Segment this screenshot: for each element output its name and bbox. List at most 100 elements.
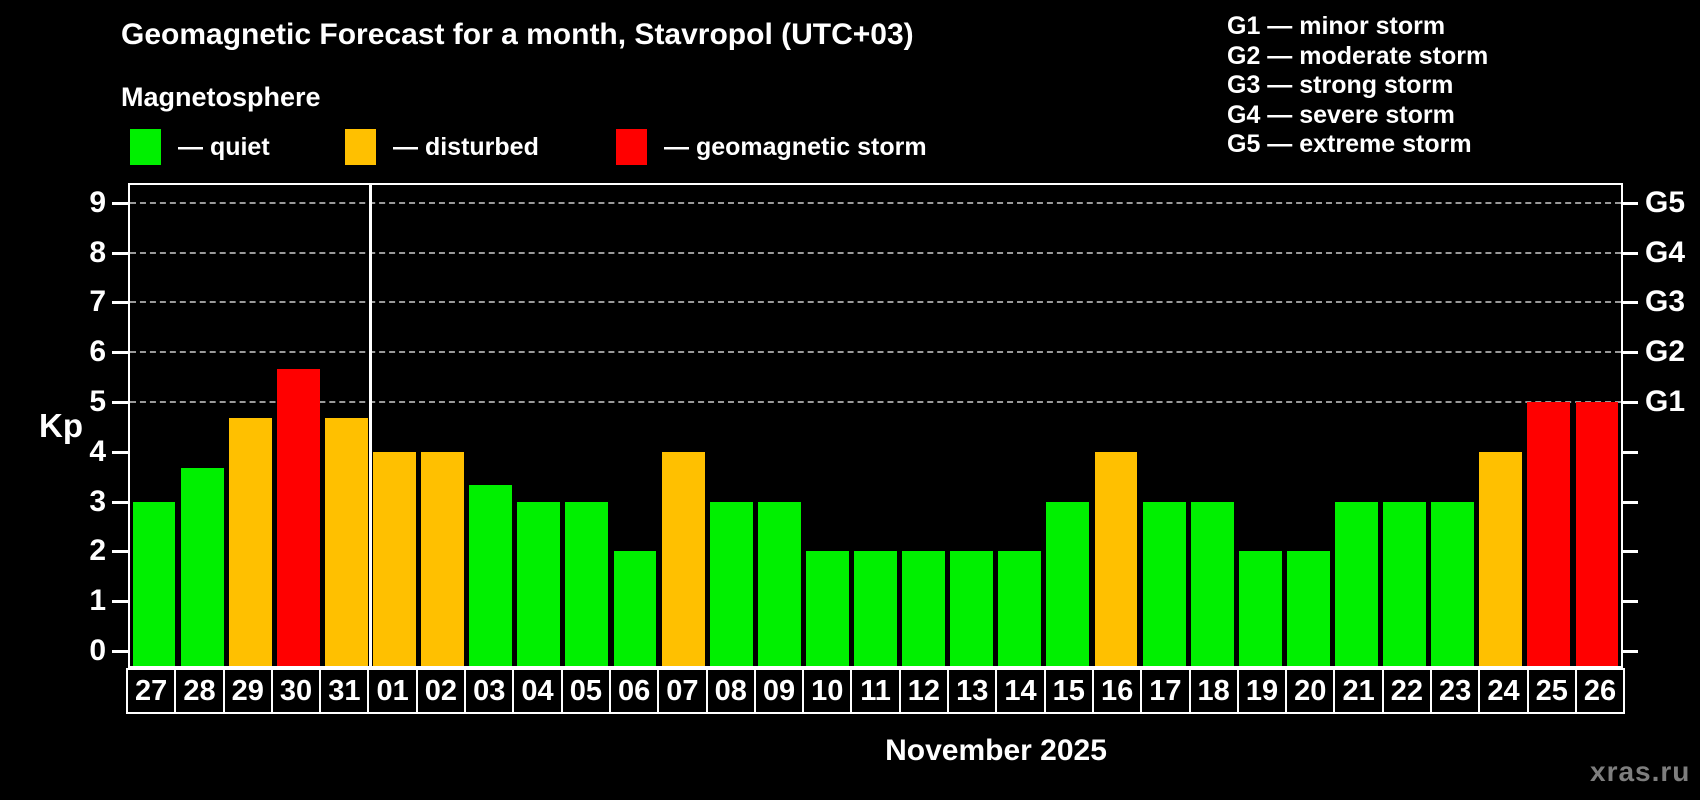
day-label: 18 [1191, 670, 1239, 712]
g-scale-legend-line: G1 — minor storm [1227, 12, 1446, 40]
day-label: 13 [949, 670, 998, 712]
y-axis-tick-left [112, 201, 128, 205]
day-label: 14 [997, 670, 1046, 712]
day-label: 06 [611, 670, 660, 712]
gridline-kp-5 [130, 401, 1621, 403]
kp-bar-day-10 [805, 551, 849, 666]
plot-area [128, 183, 1623, 668]
kp-bar-day-13 [950, 551, 994, 666]
kp-bar-day-28 [180, 468, 224, 666]
y-axis-tick-right [1622, 401, 1638, 404]
y-axis-tick-left [112, 251, 128, 255]
g-scale-axis-label-g2: G2 [1645, 335, 1686, 369]
x-axis-day-labels: 27 28 29 30 31 01 02 03 04 05 06 07 08 09 10 11 12 13 14 15… [126, 668, 1625, 714]
gridline-kp-6 [130, 351, 1621, 354]
g-scale-legend-line: G3 — strong storm [1227, 71, 1454, 100]
quiet-swatch-icon [130, 129, 161, 165]
y-axis-tick-right [1622, 450, 1638, 454]
g-scale-legend-line: G5 — extreme storm [1227, 130, 1472, 159]
day-label: 28 [176, 670, 225, 712]
y-axis-tick-right [1622, 201, 1638, 205]
kp-bar-day-19 [1238, 551, 1282, 666]
kp-bar-day-31 [324, 418, 368, 666]
g-scale-axis-label-g5: G5 [1645, 185, 1686, 219]
kp-bar-day-21 [1335, 501, 1378, 666]
y-axis-tick-left [112, 650, 128, 653]
y-axis-tick-right [1622, 301, 1638, 305]
kp-bar-day-20 [1286, 551, 1330, 666]
kp-bar-day-23 [1431, 501, 1475, 666]
y-axis-tick-left [112, 600, 128, 604]
kp-bar-day-12 [902, 551, 946, 666]
kp-bar-day-26 [1575, 402, 1619, 666]
y-axis-tick-left [112, 550, 128, 554]
day-label: 08 [708, 670, 756, 712]
y-axis-tick-right [1622, 351, 1638, 355]
kp-bar-day-08 [709, 501, 753, 666]
day-label: 23 [1432, 670, 1481, 712]
day-label: 05 [563, 670, 611, 712]
y-axis-tick-label: 1 [89, 584, 106, 618]
day-label: 07 [659, 670, 708, 712]
legend-item-storm: — geomagnetic storm [616, 127, 927, 167]
kp-bar-day-15 [1046, 501, 1090, 666]
kp-bar-day-16 [1094, 451, 1138, 666]
kp-bar-day-03 [469, 485, 513, 666]
legend-label-disturbed: — disturbed [393, 132, 539, 161]
kp-bar-day-14 [998, 551, 1042, 666]
day-label: 17 [1142, 670, 1191, 712]
day-label: 01 [369, 670, 418, 712]
day-label: 22 [1384, 670, 1433, 712]
legend-label-quiet: — quiet [178, 132, 270, 161]
y-axis-tick-label: 6 [89, 335, 106, 369]
day-label: 26 [1583, 674, 1617, 707]
day-label: 27 [128, 670, 177, 712]
kp-bar-day-27 [132, 501, 176, 666]
legend-label-storm: — geomagnetic storm [664, 132, 927, 161]
disturbed-swatch-icon [345, 129, 376, 165]
y-axis-tick-right [1622, 500, 1638, 504]
day-label: 30 [273, 670, 322, 712]
kp-bar-day-07 [661, 451, 705, 666]
day-label: 12 [901, 670, 950, 712]
g-scale-legend-line: G4 — severe storm [1227, 100, 1455, 129]
kp-bar-day-22 [1383, 501, 1426, 666]
y-axis-tick-label: 7 [89, 285, 106, 319]
y-axis-tick-right [1622, 251, 1638, 255]
day-label: 15 [1046, 670, 1094, 712]
y-axis-tick-right [1622, 550, 1638, 554]
day-label: 02 [418, 670, 467, 712]
kp-bar-day-25 [1527, 402, 1571, 666]
kp-bar-day-01 [373, 451, 416, 666]
day-label: 20 [1287, 670, 1336, 712]
y-axis-tick-left [112, 301, 128, 305]
kp-bar-day-30 [276, 368, 320, 666]
chart-title: Geomagnetic Forecast for a month, Stavro… [121, 18, 914, 51]
gridline-kp-7 [130, 301, 1621, 304]
kp-bar-day-24 [1479, 451, 1523, 666]
y-axis-tick-label: 5 [89, 385, 106, 418]
kp-bar-day-11 [854, 551, 897, 666]
month-separator-line [368, 185, 372, 666]
day-label: 10 [804, 670, 853, 712]
storm-swatch-icon [616, 129, 647, 165]
gridline-kp-8 [130, 251, 1621, 254]
day-label: 16 [1094, 670, 1143, 712]
day-label: 29 [225, 670, 273, 712]
gridline-kp-9 [130, 201, 1621, 204]
x-axis-month-label: November 2025 [885, 734, 1107, 767]
kp-bar-day-05 [565, 501, 609, 666]
day-label: 21 [1335, 670, 1384, 712]
g-scale-axis-label-g3: G3 [1645, 285, 1686, 319]
kp-bar-day-09 [757, 501, 801, 666]
kp-bar-day-29 [228, 418, 272, 666]
y-axis-tick-right [1622, 600, 1638, 604]
kp-bar-day-04 [517, 501, 561, 666]
g-scale-axis-label-g4: G4 [1645, 235, 1686, 269]
y-axis-tick-label: 4 [89, 434, 106, 468]
kp-bar-day-06 [613, 551, 657, 666]
day-label: 09 [756, 670, 805, 712]
y-axis-tick-label: 0 [89, 634, 106, 667]
y-axis-label: Kp [39, 407, 83, 444]
day-label: 03 [466, 670, 515, 712]
